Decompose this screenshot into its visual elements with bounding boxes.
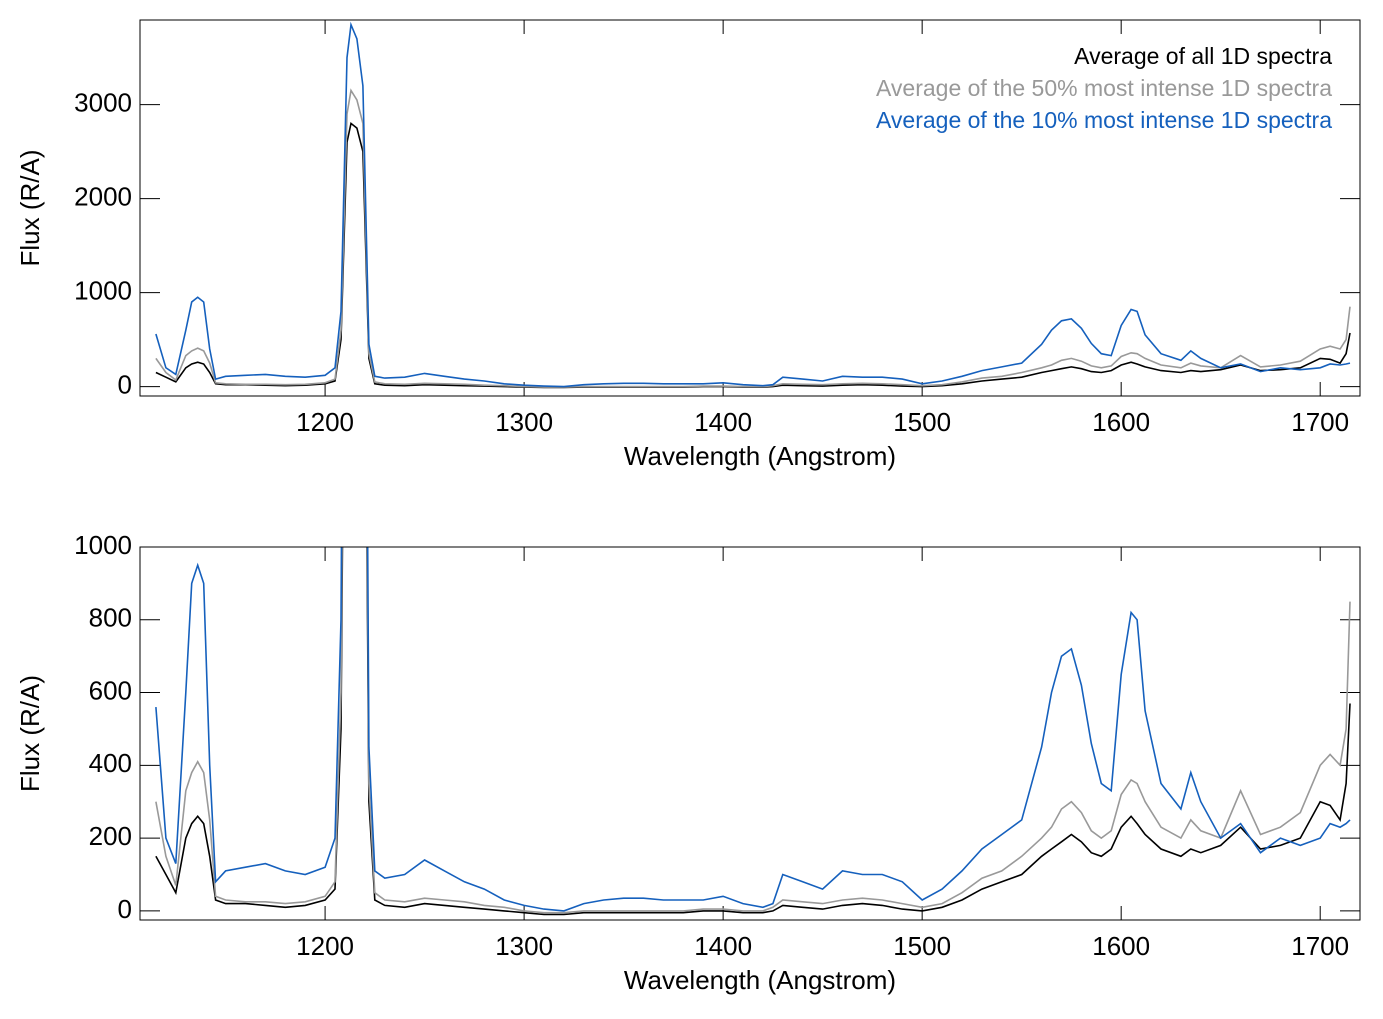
x-tick-label: 1200 (296, 407, 354, 437)
legend-entry: Average of all 1D spectra (1074, 43, 1332, 69)
y-axis-label: Flux (R/A) (15, 150, 45, 267)
series-line (155, 21, 1351, 388)
series-line (155, 547, 1351, 914)
y-tick-label: 0 (118, 369, 132, 399)
x-tick-label: 1700 (1291, 407, 1349, 437)
panel: 1200 1300 1400 1500 1600 1700 0 200 400 600 800 100… (15, 530, 1361, 995)
x-axis-label: Wavelength (Angstrom) (624, 965, 896, 995)
y-tick-label: 2000 (74, 181, 132, 211)
series-line (155, 121, 1351, 389)
series-line (155, 547, 1351, 912)
x-tick-label: 1500 (893, 931, 951, 961)
y-tick-label: 400 (89, 748, 132, 778)
y-tick-label: 600 (89, 675, 132, 705)
y-tick-label: 800 (89, 603, 132, 633)
y-tick-label: 1000 (74, 530, 132, 560)
x-tick-label: 1300 (495, 931, 553, 961)
x-tick-label: 1400 (694, 931, 752, 961)
x-tick-label: 1600 (1092, 407, 1150, 437)
legend-entry: Average of the 10% most intense 1D spect… (876, 107, 1332, 133)
series-line (155, 88, 1351, 388)
y-tick-label: 200 (89, 821, 132, 851)
x-tick-label: 1200 (296, 931, 354, 961)
x-tick-label: 1700 (1291, 931, 1349, 961)
x-tick-label: 1400 (694, 407, 752, 437)
y-axis-label: Flux (R/A) (15, 675, 45, 792)
y-tick-label: 0 (118, 894, 132, 924)
x-axis-label: Wavelength (Angstrom) (624, 441, 896, 471)
panel: 1200 1300 1400 1500 1600 1700 0 1000 2000 3000 Wav… (15, 19, 1361, 471)
series-line (155, 547, 1351, 916)
y-tick-label: 3000 (74, 87, 132, 117)
x-tick-label: 1300 (495, 407, 553, 437)
y-tick-label: 1000 (74, 275, 132, 305)
x-tick-label: 1500 (893, 407, 951, 437)
legend-entry: Average of the 50% most intense 1D spect… (876, 75, 1332, 101)
plot-frame (139, 19, 1361, 397)
x-tick-label: 1600 (1092, 931, 1150, 961)
plot-frame (139, 546, 1361, 921)
